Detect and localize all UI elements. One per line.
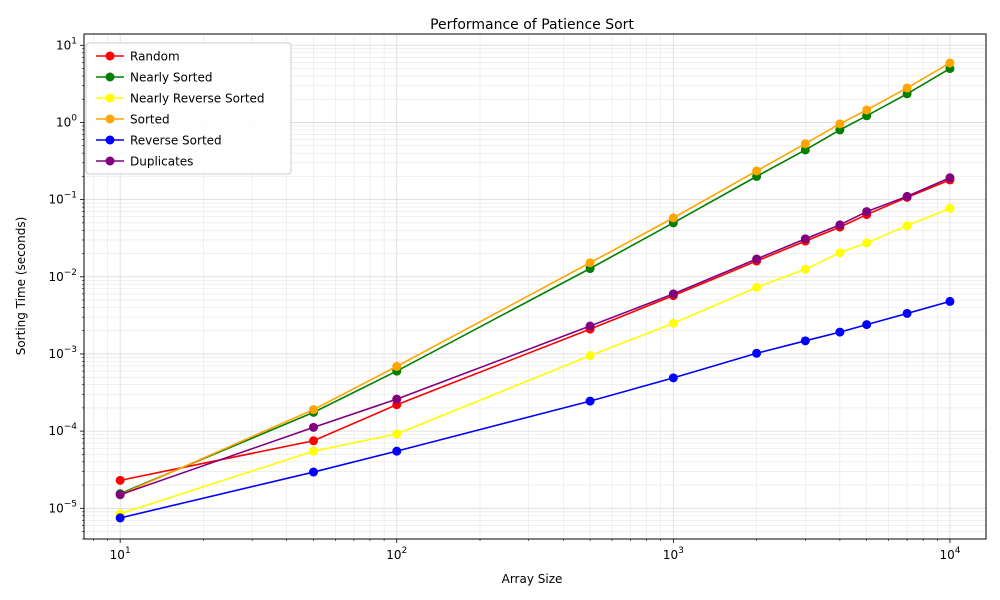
chart-title: Performance of Patience Sort xyxy=(430,17,634,33)
legend-label: Nearly Sorted xyxy=(130,71,213,85)
data-point-sorted xyxy=(862,105,872,115)
data-point-nearly-reverse-sorted xyxy=(862,238,872,248)
legend-item-duplicates: Duplicates xyxy=(96,155,193,169)
data-point-duplicates xyxy=(309,422,319,432)
data-point-nearly-reverse-sorted xyxy=(902,221,912,231)
legend-item-random: Random xyxy=(96,50,180,64)
legend-label: Reverse Sorted xyxy=(130,134,222,148)
data-point-nearly-reverse-sorted xyxy=(585,351,595,361)
data-point-duplicates xyxy=(945,173,955,183)
data-point-sorted xyxy=(668,213,678,223)
data-point-duplicates xyxy=(902,191,912,201)
legend-label: Random xyxy=(130,50,180,64)
y-axis: 10−5 10−4 10−3 10−2 10−1 100 101 xyxy=(48,36,84,540)
series-sorted xyxy=(115,58,955,500)
legend-label: Duplicates xyxy=(130,155,193,169)
x-axis-label: Array Size xyxy=(502,572,563,586)
y-tick-label: 10−2 xyxy=(48,268,77,284)
legend-marker xyxy=(105,156,115,166)
legend-item-sorted: Sorted xyxy=(96,113,170,127)
y-tick-label: 100 xyxy=(56,113,77,129)
data-point-random xyxy=(309,436,319,446)
legend-item-nearly-reverse-sorted: Nearly Reverse Sorted xyxy=(96,92,265,106)
data-point-nearly-reverse-sorted xyxy=(752,282,762,292)
data-point-duplicates xyxy=(835,220,845,230)
data-point-nearly-reverse-sorted xyxy=(668,318,678,328)
legend-marker xyxy=(105,93,115,103)
data-point-nearly-sorted xyxy=(800,145,810,155)
y-axis-label: Sorting Time (seconds) xyxy=(14,217,28,356)
data-point-nearly-reverse-sorted xyxy=(835,248,845,258)
data-point-reverse-sorted xyxy=(800,336,810,346)
data-point-sorted xyxy=(752,166,762,176)
data-point-random xyxy=(115,475,125,485)
x-tick-label: 101 xyxy=(110,546,131,562)
data-point-reverse-sorted xyxy=(835,327,845,337)
data-point-sorted xyxy=(392,361,402,371)
data-point-reverse-sorted xyxy=(309,467,319,477)
data-point-duplicates xyxy=(668,289,678,299)
legend-marker xyxy=(105,51,115,61)
y-tick-label: 10−4 xyxy=(48,422,77,438)
data-point-nearly-reverse-sorted xyxy=(309,446,319,456)
y-tick-label: 10−1 xyxy=(48,191,77,207)
series-layer xyxy=(115,58,955,523)
legend-marker xyxy=(105,135,115,145)
data-point-reverse-sorted xyxy=(752,348,762,358)
data-point-nearly-reverse-sorted xyxy=(392,429,402,439)
data-point-reverse-sorted xyxy=(945,296,955,306)
data-point-reverse-sorted xyxy=(902,308,912,318)
series-duplicates xyxy=(115,173,955,500)
grid-minor xyxy=(84,34,986,540)
data-point-reverse-sorted xyxy=(392,446,402,456)
y-tick-label: 10−5 xyxy=(48,499,77,515)
x-tick-label: 102 xyxy=(386,546,407,562)
data-point-nearly-reverse-sorted xyxy=(800,264,810,274)
x-axis: 101 102 103 104 xyxy=(93,539,961,562)
data-point-sorted xyxy=(902,83,912,93)
legend-marker xyxy=(105,114,115,124)
data-point-duplicates xyxy=(862,207,872,217)
y-tick-label: 10−3 xyxy=(48,345,77,361)
x-tick-label: 104 xyxy=(939,546,960,562)
series-reverse-sorted xyxy=(115,296,955,523)
data-point-sorted xyxy=(800,139,810,149)
legend-marker xyxy=(105,72,115,82)
data-point-duplicates xyxy=(115,490,125,500)
data-point-nearly-reverse-sorted xyxy=(945,203,955,213)
data-point-reverse-sorted xyxy=(862,320,872,330)
legend-box xyxy=(85,42,292,175)
data-point-duplicates xyxy=(392,394,402,404)
legend-item-reverse-sorted: Reverse Sorted xyxy=(96,134,222,148)
data-point-reverse-sorted xyxy=(115,513,125,523)
legend-label: Nearly Reverse Sorted xyxy=(130,92,265,106)
data-point-reverse-sorted xyxy=(585,396,595,406)
data-point-sorted xyxy=(309,405,319,415)
data-point-duplicates xyxy=(752,254,762,264)
legend-label: Sorted xyxy=(130,113,170,127)
data-point-sorted xyxy=(585,258,595,268)
legend: Random Nearly Sorted Nearly Reverse Sorted… xyxy=(85,42,292,175)
data-point-reverse-sorted xyxy=(668,373,678,383)
data-point-sorted xyxy=(835,119,845,129)
legend-item-nearly-sorted: Nearly Sorted xyxy=(96,71,213,85)
x-tick-label: 103 xyxy=(663,546,684,562)
data-point-sorted xyxy=(945,58,955,68)
data-point-duplicates xyxy=(800,234,810,244)
y-tick-label: 101 xyxy=(56,36,77,52)
plot-frame xyxy=(83,33,987,540)
data-point-duplicates xyxy=(585,321,595,331)
